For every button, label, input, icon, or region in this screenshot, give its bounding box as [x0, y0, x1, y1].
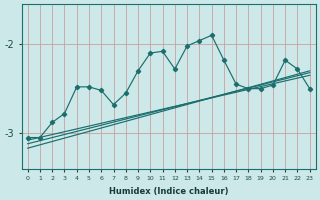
X-axis label: Humidex (Indice chaleur): Humidex (Indice chaleur) — [109, 187, 228, 196]
